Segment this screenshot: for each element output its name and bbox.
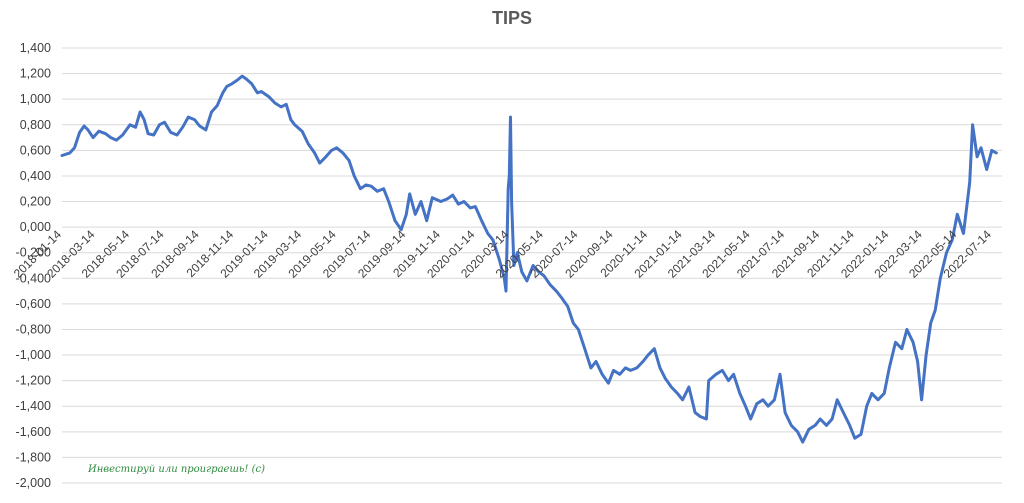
chart-title: TIPS [492, 8, 532, 28]
gridlines [62, 47, 1002, 484]
y-tick-label: -0,400 [16, 271, 51, 285]
y-tick-label: 0,000 [20, 220, 51, 234]
y-tick-label: 0,800 [20, 118, 51, 132]
y-tick-label: -0,600 [16, 297, 51, 311]
series-lines [60, 74, 998, 444]
x-axis-tick-labels: 2018-01-142018-03-142018-05-142018-07-14… [11, 227, 994, 281]
y-tick-label: -1,000 [16, 348, 51, 362]
y-tick-label: -2,000 [16, 476, 51, 490]
watermark-annotation: Инвестируй или проиграешь! (с) [87, 464, 265, 475]
y-tick-label: -1,600 [16, 425, 51, 439]
y-axis-tick-labels: -2,000 -1,800 -1,600 -1,400 -1,200 -1,000 -0,8… [16, 41, 52, 490]
y-tick-label: 0,200 [20, 195, 51, 209]
y-tick-label: -0,200 [16, 246, 51, 260]
series-line-0 [60, 74, 998, 444]
y-tick-label: 1,400 [20, 41, 51, 55]
y-tick-label: 0,600 [20, 143, 51, 157]
y-tick-label: -0,800 [16, 322, 51, 336]
y-tick-label: -1,800 [16, 450, 51, 464]
y-tick-label: 1,000 [20, 92, 51, 106]
y-tick-label: 1,200 [20, 67, 51, 81]
y-tick-label: -1,400 [16, 399, 51, 413]
y-tick-label: -1,200 [16, 374, 51, 388]
y-tick-label: 0,400 [20, 169, 51, 183]
